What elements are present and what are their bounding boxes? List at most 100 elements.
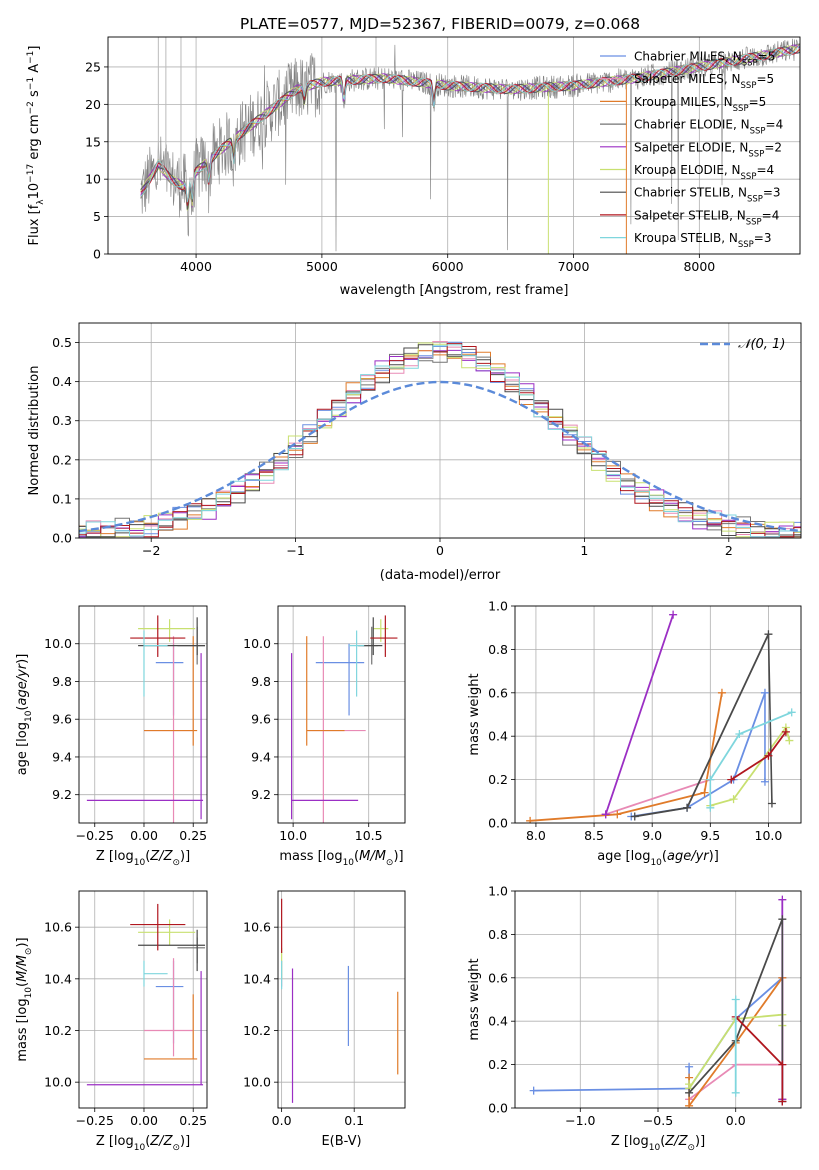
y-tick-label: 9.8 <box>52 674 72 689</box>
plot-area <box>140 37 800 254</box>
weight-marker <box>731 995 740 1004</box>
weight-marker <box>778 915 787 924</box>
x-tick-label: −0.5 <box>643 1113 673 1128</box>
weight-marker <box>601 810 610 819</box>
y-tick-label: 9.4 <box>251 749 271 764</box>
y-tick-label: 9.8 <box>251 674 271 689</box>
axes: 4000 5000 6000 7000 8000 0 5 10 15 20 25 wavelength… <box>26 36 801 298</box>
x-tick-label: 0.00 <box>130 1113 158 1128</box>
errorbar-kroupa-stelib <box>349 630 365 697</box>
legend-label: 𝒩(0, 1) <box>738 337 785 352</box>
age-vs-mass-plot: 10.0 10.5 9.2 9.4 9.6 9.8 10.0 mass [log10(M/M⊙… <box>243 605 406 868</box>
errorbar-salpeter-stelib <box>130 615 186 657</box>
errorbar-kroupa-stelib <box>143 630 168 697</box>
axes: −2 −1 0 1 2 0.0 0.1 0.2 0.3 0.4 0.5 (data-model)/er… <box>27 322 802 583</box>
errorbar-kroupa-miles <box>143 994 198 1060</box>
x-tick-label: −2 <box>142 543 160 558</box>
axes-frame <box>277 605 406 824</box>
weight-marker <box>731 1088 740 1097</box>
y-axis-label: mass weight <box>467 673 482 755</box>
weight-line <box>605 778 711 816</box>
y-tick-label: 0.1 <box>52 491 72 506</box>
figure-title: PLATE=0577, MJD=52367, FIBERID=0079, z=0… <box>240 15 640 33</box>
weight-series-salpeter-stelib <box>727 727 790 784</box>
weight-marker <box>778 1060 787 1069</box>
weight-marker <box>706 803 715 812</box>
weight-marker <box>778 1097 787 1106</box>
y-tick-label: 10.4 <box>44 971 72 986</box>
y-tick-label: 10 <box>85 172 101 187</box>
weight-marker <box>526 816 535 823</box>
legend-label: Salpeter MILES, NSSP=5 <box>634 72 774 91</box>
mass-vs-extinction-plot: 0.0 0.1 10.0 10.2 10.4 10.6 E(B-V) <box>243 890 406 1149</box>
y-tick-label: 10.2 <box>44 1023 72 1038</box>
y-tick-label: 0.4 <box>52 374 72 389</box>
y-tick-label: 0.2 <box>52 452 72 467</box>
errorbar-chabrier-miles <box>155 643 184 716</box>
weight-marker <box>685 1080 694 1089</box>
x-tick-label: −1 <box>286 543 304 558</box>
model-fit-4 <box>140 43 800 205</box>
y-tick-label: 1.0 <box>488 599 508 614</box>
x-tick-label: 2 <box>725 543 733 558</box>
x-tick-label: 0.25 <box>179 828 207 843</box>
legend-label: Salpeter STELIB, NSSP=4 <box>634 208 779 227</box>
legend-label: Chabrier MILES, NSSP=5 <box>634 50 775 69</box>
axis-label: Flux [fλ10−17 erg cm−2 s−1 A−1] <box>26 46 46 246</box>
y-tick-label: 0.3 <box>52 413 72 428</box>
weight-vs-age-plot: 8.0 8.5 9.0 9.5 10.0 0.0 0.2 0.4 0.6 0.8 1.0 age [l… <box>467 599 802 868</box>
model-fit-5 <box>140 44 800 208</box>
x-tick-label: −1.0 <box>565 1113 595 1128</box>
legend-label: Salpeter ELODIE, NSSP=2 <box>634 140 782 159</box>
legend-label: Chabrier STELIB, NSSP=3 <box>634 186 781 205</box>
x-tick-label: 0.00 <box>130 828 158 843</box>
weight-marker <box>700 788 709 797</box>
y-tick-label: 9.2 <box>251 787 271 802</box>
weight-marker <box>727 775 736 784</box>
legend-label: Chabrier ELODIE, NSSP=4 <box>634 118 783 137</box>
errorbar-salpeter-stelib <box>130 903 186 951</box>
errorbar-chabrier-stelib <box>138 929 206 972</box>
y-tick-label: 9.6 <box>251 712 271 727</box>
y-tick-label: 10.6 <box>243 920 271 935</box>
errorbar-chabrier-stelib <box>358 617 383 656</box>
axes: −1.0 −0.5 0.0 0.0 0.2 0.4 0.6 0.8 1.0 Z [log10(Z/… <box>467 884 802 1153</box>
y-tick-label: 0.2 <box>488 772 508 787</box>
axis-label: Z [log10(Z/Z⊙)] <box>611 1134 705 1153</box>
legend: Chabrier MILES, NSSP=5 Salpeter MILES, NS… <box>600 50 783 250</box>
histogram-4 <box>79 348 801 538</box>
plot-area <box>79 341 801 538</box>
y-tick-label: 0.0 <box>488 816 508 831</box>
weight-marker <box>613 810 622 819</box>
x-tick-label: 10.0 <box>755 828 783 843</box>
y-tick-label: 0.8 <box>488 642 508 657</box>
weight-marker <box>669 610 678 619</box>
x-tick-label: 8.0 <box>526 828 546 843</box>
x-tick-label: 7000 <box>558 259 590 274</box>
mass-vs-metallicity-plot: −0.25 0.00 0.25 10.0 10.2 10.4 10.6 Z [log10(Z/… <box>15 890 208 1153</box>
weight-marker <box>760 688 769 697</box>
weight-series-kroupa-miles <box>526 688 726 823</box>
weight-line <box>634 633 770 818</box>
errorbar-salpeter-stelib <box>370 615 398 657</box>
axis-label: Z [log10(Z/Z⊙)] <box>96 849 190 868</box>
plot-area <box>86 615 206 823</box>
weight-marker <box>767 799 776 808</box>
weight-series-salpeter-stelib <box>731 1012 787 1106</box>
y-tick-label: 25 <box>85 59 101 74</box>
legend: 𝒩(0, 1) <box>700 337 785 352</box>
weight-marker <box>685 1062 694 1071</box>
errorbar-kroupa-miles <box>306 636 345 746</box>
plot-area <box>529 895 787 1108</box>
model-fit-3 <box>140 43 800 202</box>
weight-marker <box>685 1101 694 1108</box>
plot-area <box>86 903 206 1086</box>
axis-label: Z [log10(Z/Z⊙)] <box>96 1134 190 1153</box>
errorbar-kroupa-stelib <box>143 960 168 987</box>
y-tick-label: 0.5 <box>52 335 72 350</box>
normal-curve <box>79 380 801 533</box>
axes: −0.25 0.00 0.25 9.2 9.4 9.6 9.8 10.0 Z [log10(Z/… <box>15 605 208 868</box>
weight-marker <box>760 777 769 786</box>
weight-line <box>735 1016 783 1066</box>
y-tick-label: 0.6 <box>488 970 508 985</box>
